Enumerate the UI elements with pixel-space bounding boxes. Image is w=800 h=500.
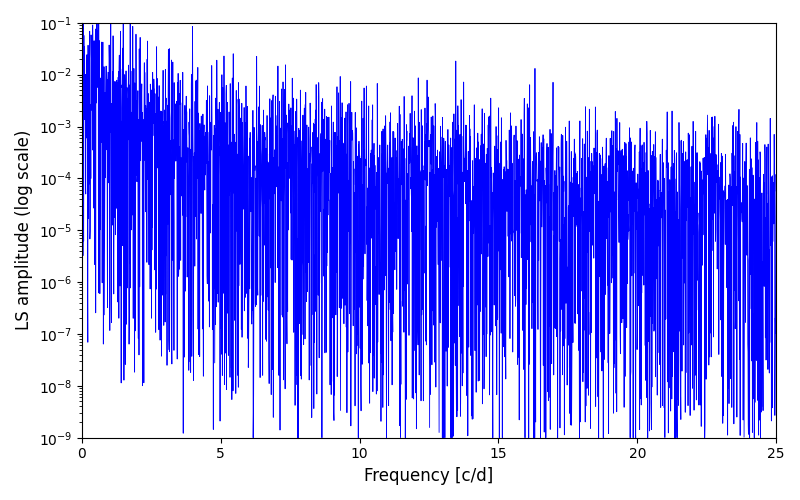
Y-axis label: LS amplitude (log scale): LS amplitude (log scale) xyxy=(15,130,33,330)
X-axis label: Frequency [c/d]: Frequency [c/d] xyxy=(364,467,494,485)
